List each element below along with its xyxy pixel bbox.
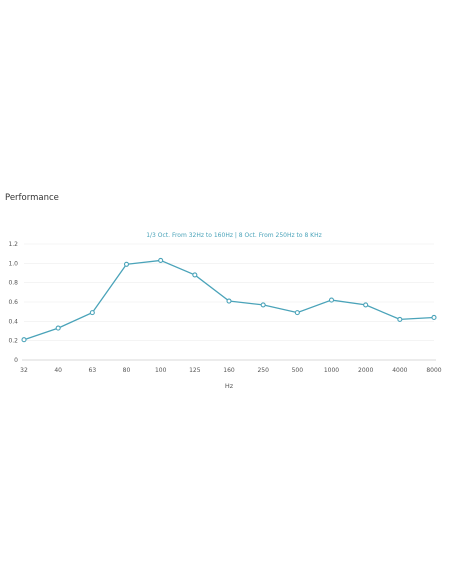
data-point[interactable] xyxy=(192,272,198,278)
data-point[interactable] xyxy=(123,261,130,267)
x-tick-label: 160 xyxy=(223,367,235,374)
data-point[interactable] xyxy=(328,297,335,303)
x-tick-label: 40 xyxy=(54,367,62,374)
x-tick-label: 32 xyxy=(20,367,28,374)
data-point[interactable] xyxy=(260,302,266,308)
x-axis-title: Hz xyxy=(225,382,234,390)
data-point[interactable] xyxy=(431,314,437,321)
y-tick-label: 0.8 xyxy=(8,280,18,287)
x-axis-ticks: 32 40 63 80 100 125 160 250 500 1000 2000 4000 8000 xyxy=(20,367,442,374)
data-point[interactable] xyxy=(21,337,27,343)
data-point[interactable] xyxy=(89,310,95,316)
x-tick-label: 1000 xyxy=(324,367,339,374)
y-tick-label: 1.0 xyxy=(8,260,18,267)
x-tick-label: 100 xyxy=(155,367,167,374)
y-tick-label: 0.2 xyxy=(8,338,18,345)
x-tick-label: 2000 xyxy=(358,367,373,374)
grid-lines xyxy=(24,243,434,341)
x-tick-label: 4000 xyxy=(392,367,407,374)
x-tick-label: 250 xyxy=(257,367,269,374)
section-title: Performance xyxy=(5,193,59,203)
y-tick-label: 1.2 xyxy=(8,241,18,248)
y-tick-label: 0.6 xyxy=(8,299,18,306)
chart-subtitle: 1/3 Oct. From 32Hz to 160Hz | 8 Oct. Fro… xyxy=(146,232,322,239)
x-tick-label: 125 xyxy=(189,367,201,374)
data-point[interactable] xyxy=(158,257,164,263)
series-layer xyxy=(21,257,437,343)
x-tick-label: 63 xyxy=(89,367,97,374)
x-tick-label: 80 xyxy=(123,367,131,374)
y-tick-label: 0 xyxy=(14,357,18,364)
data-point[interactable] xyxy=(294,310,300,316)
y-tick-label: 0.4 xyxy=(8,318,18,325)
x-tick-label: 500 xyxy=(292,367,304,374)
x-tick-label: 8000 xyxy=(426,367,441,374)
data-point[interactable] xyxy=(55,325,61,331)
data-point[interactable] xyxy=(363,302,369,308)
data-point[interactable] xyxy=(397,316,403,322)
data-point[interactable] xyxy=(226,298,232,304)
y-axis-ticks: 0 0.2 0.4 0.6 0.8 1.0 1.2 xyxy=(8,241,18,364)
